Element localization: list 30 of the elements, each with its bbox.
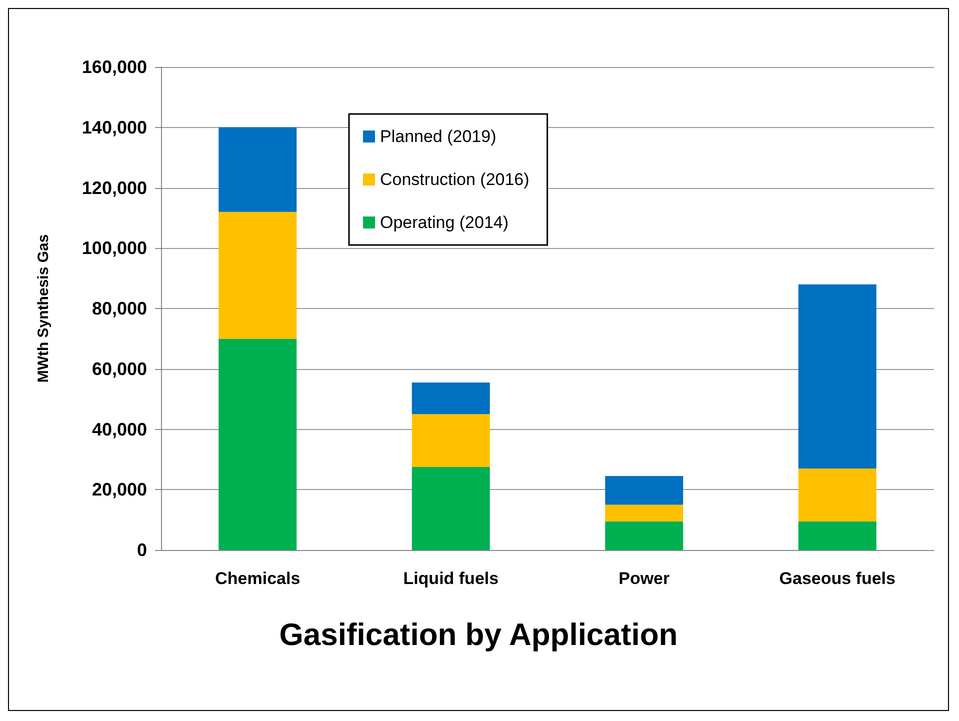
x-tick-label: Liquid fuels xyxy=(403,569,499,588)
bar xyxy=(605,504,684,522)
x-tick-label: Power xyxy=(618,569,670,588)
bar xyxy=(412,382,490,414)
y-tick-label: 100,000 xyxy=(82,238,147,258)
y-axis-title: MWth Synthesis Gas xyxy=(35,234,52,383)
bar xyxy=(218,212,297,339)
y-tick-label: 80,000 xyxy=(92,298,147,318)
bar xyxy=(798,284,876,468)
text: Gasification by Application xyxy=(279,617,678,652)
bar xyxy=(798,521,876,550)
bar xyxy=(218,338,297,550)
x-tick-label: Chemicals xyxy=(215,569,300,588)
bar xyxy=(412,414,490,467)
bar xyxy=(605,476,684,505)
legend-label: Construction (2016) xyxy=(380,170,530,189)
x-tick-label: Gaseous fuels xyxy=(779,569,896,588)
y-tick-label: 20,000 xyxy=(92,480,147,500)
y-tick-label: 140,000 xyxy=(82,117,147,138)
bar xyxy=(218,127,297,212)
y-tick-label: 60,000 xyxy=(92,358,147,379)
bar xyxy=(412,466,490,550)
bar xyxy=(605,521,684,550)
y-tick-label: 120,000 xyxy=(82,178,147,198)
legend-label: Operating (2014) xyxy=(380,213,509,232)
legend-label: Planned (2019) xyxy=(380,127,496,146)
bar xyxy=(798,468,876,522)
y-tick-label: 160,000 xyxy=(82,57,147,77)
y-tick-label: 40,000 xyxy=(92,419,147,440)
y-tick-label: 0 xyxy=(136,540,147,560)
